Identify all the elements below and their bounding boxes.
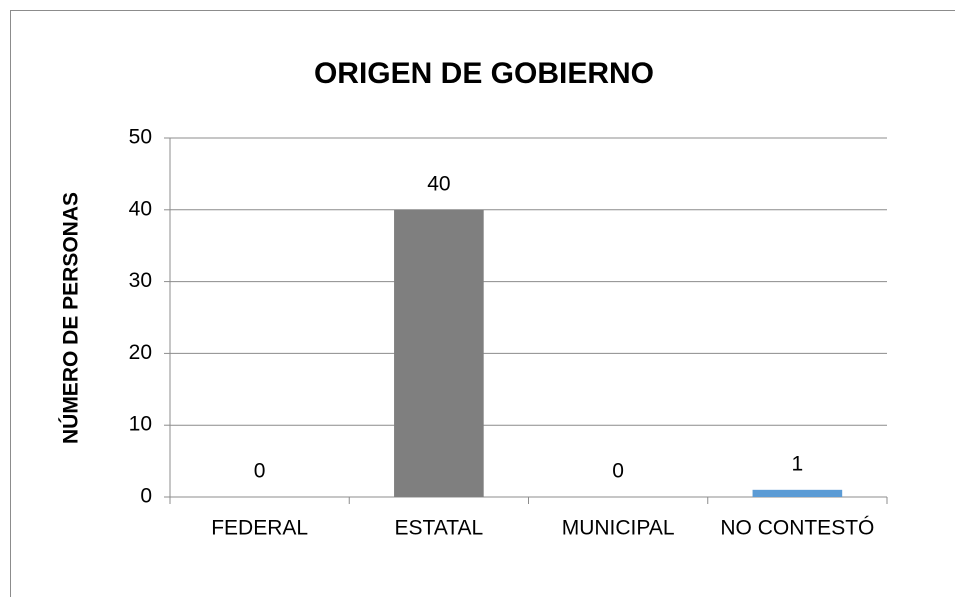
y-tick-label: 30 [129, 269, 152, 292]
x-tick-label: NO CONTESTÓ [720, 517, 874, 540]
y-tick-label: 50 [129, 126, 152, 149]
y-tick-label: 40 [129, 197, 152, 220]
y-tick-label: 20 [129, 341, 152, 364]
y-tick-label: 0 [140, 485, 152, 508]
x-tick-label: ESTATAL [395, 517, 484, 540]
x-tick-label: FEDERAL [211, 517, 308, 540]
x-tick-label: MUNICIPAL [562, 517, 675, 540]
data-label: 40 [427, 172, 450, 195]
bar [394, 209, 484, 498]
y-tick-label: 10 [129, 413, 152, 436]
data-label: 1 [792, 452, 804, 475]
bar [752, 489, 843, 497]
chart-title: ORIGEN DE GOBIERNO [314, 57, 654, 90]
y-axis-label: NÚMERO DE PERSONAS [59, 192, 83, 444]
data-label: 0 [254, 460, 266, 483]
data-label: 0 [612, 460, 624, 483]
